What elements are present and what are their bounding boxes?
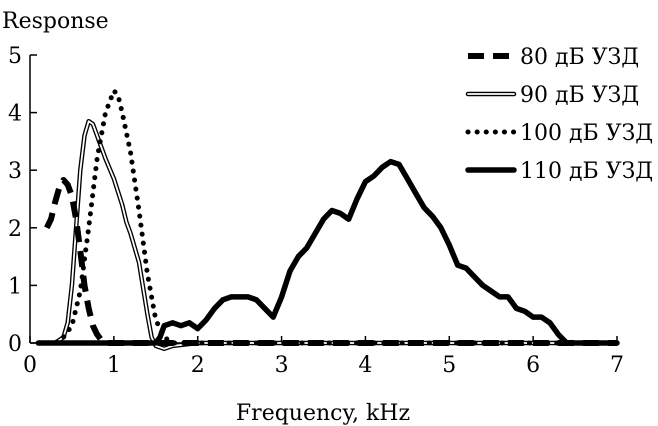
y-tick-label: 3 [8,159,22,184]
y-tick-label: 1 [8,274,22,299]
series-4-line [35,158,620,346]
legend: 80 дБ УЗД 90 дБ УЗД 100 дБ УЗД 110 дБ УЗД [465,45,653,184]
x-tick-label: 4 [358,353,372,378]
y-axis-ticks: 0 1 2 3 4 5 [8,44,37,357]
legend-label: 90 дБ УЗД [520,83,639,108]
plot-area: 0 1 2 3 4 5 6 7 0 1 2 3 4 5 [8,44,624,378]
y-tick-label: 4 [8,102,22,127]
series-layer [35,88,620,352]
legend-label: 110 дБ УЗД [520,159,653,184]
x-tick-label: 5 [442,353,456,378]
x-tick-label: 1 [107,353,121,378]
x-axis-label: Frequency, kHz [236,401,410,426]
legend-item: 90 дБ УЗД [465,83,639,108]
x-tick-label: 3 [275,353,289,378]
legend-item: 110 дБ УЗД [465,159,653,184]
y-axis-label: Response [2,9,109,34]
x-tick-label: 0 [23,353,37,378]
legend-item: 100 дБ УЗД [465,121,653,146]
x-tick-label: 2 [191,353,205,378]
y-tick-label: 2 [8,217,22,242]
y-tick-label: 5 [8,44,22,69]
x-tick-label: 6 [526,353,540,378]
series-1-line [44,177,617,346]
x-axis-ticks: 0 1 2 3 4 5 6 7 [23,336,624,378]
legend-item: 80 дБ УЗД [468,45,639,70]
legend-label: 100 дБ УЗД [520,121,653,146]
legend-label: 80 дБ УЗД [520,45,639,70]
x-tick-label: 7 [610,353,624,378]
y-tick-label: 0 [8,332,22,357]
series-3-line [35,88,620,346]
